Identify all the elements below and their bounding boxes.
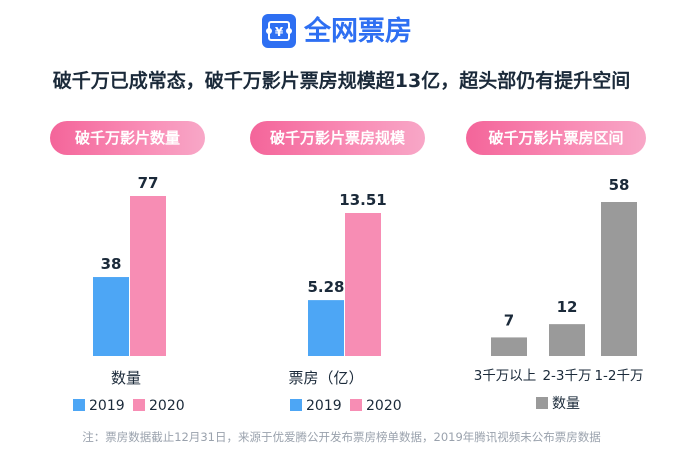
panel-title-count: 破千万影片数量 (50, 121, 205, 155)
bar-p3-1 (549, 324, 585, 356)
svg-text:¥: ¥ (275, 25, 284, 39)
legend-swatch-p3 (536, 397, 548, 409)
legend-label-p3: 数量 (552, 396, 580, 412)
legend-label-p1-2020: 2020 (149, 398, 185, 414)
page-title: 全网票房 (304, 16, 412, 47)
data-label-p3-1: 12 (557, 298, 578, 316)
data-label-p3-2: 58 (609, 176, 630, 194)
category-label-p3-2: 1-2千万 (594, 368, 643, 384)
legend-swatch-p1-2020 (133, 399, 145, 411)
bar-p2-2020 (345, 213, 381, 356)
legend-label-p1-2019: 2019 (89, 398, 125, 414)
bar-p1-2020 (130, 196, 166, 356)
legend-swatch-p1-2019 (73, 399, 85, 411)
data-label-p2-2020: 13.51 (339, 191, 386, 209)
page-subtitle: 破千万已成常态，破千万影片票房规模超13亿，超头部仍有提升空间 (52, 70, 631, 92)
footnote: 注：票房数据截止12月31日，来源于优爱腾公开发布票房榜单数据，2019年腾讯视… (82, 430, 601, 444)
bar-p3-2 (601, 202, 637, 356)
data-label-p1-2020: 77 (138, 174, 159, 192)
data-label-p1-2019: 38 (101, 255, 122, 273)
legend-label-p2-2020: 2020 (366, 398, 402, 414)
panel-title-range: 破千万影片票房区间 (466, 121, 646, 155)
category-label-p3-0: 3千万以上 (474, 368, 537, 384)
header: ¥ 全网票房 (0, 8, 683, 56)
data-label-p3-0: 7 (504, 311, 514, 329)
category-label-p2: 票房（亿） (288, 369, 363, 387)
legend-label-p2-2019: 2019 (306, 398, 342, 414)
category-label-p3-1: 2-3千万 (542, 368, 591, 384)
bar-p1-2019 (93, 277, 129, 356)
ticket-yuan-icon: ¥ (262, 14, 296, 48)
panel-title-boxoffice: 破千万影片票房规模 (250, 121, 425, 155)
legend-swatch-p2-2020 (350, 399, 362, 411)
bar-p3-0 (491, 337, 527, 356)
data-label-p2-2019: 5.28 (307, 278, 344, 296)
bar-p2-2019 (308, 300, 344, 356)
legend-swatch-p2-2019 (290, 399, 302, 411)
category-label-p1: 数量 (111, 369, 141, 387)
